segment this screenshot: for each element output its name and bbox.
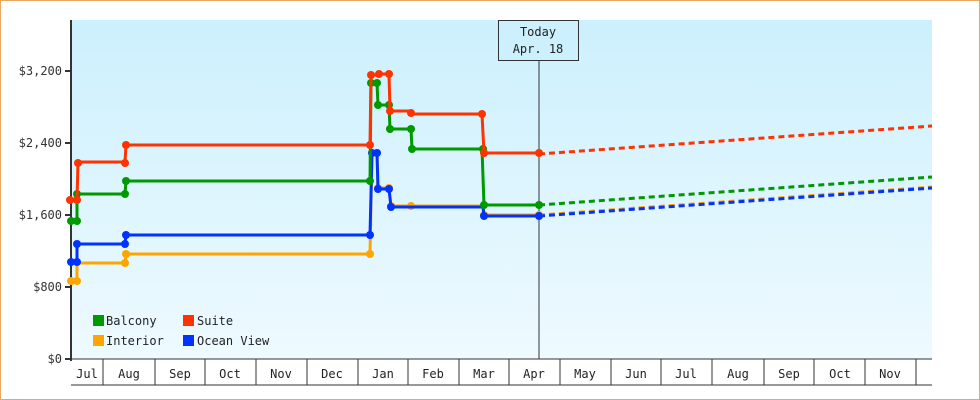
- month-label: May: [574, 367, 596, 381]
- legend-label: Suite: [197, 314, 233, 328]
- suite-projection: [538, 124, 933, 156]
- legend-item-suite[interactable]: Suite: [183, 314, 233, 328]
- legend-label: Balcony: [106, 314, 157, 328]
- month-axis: Jul Aug Sep Oct Nov Dec Jan Feb Mar Apr …: [71, 359, 932, 386]
- legend-item-balcony[interactable]: Balcony: [93, 314, 157, 328]
- today-marker: Today Apr. 18: [498, 20, 579, 359]
- month-label: Oct: [829, 367, 851, 381]
- month-label: Oct: [219, 367, 241, 381]
- y-ticks: $3,200 $2,400 $1,600 $800 $0: [19, 64, 71, 366]
- plot-area: [71, 20, 932, 359]
- today-label: Today: [520, 25, 556, 39]
- month-label: Feb: [422, 367, 444, 381]
- month-label: Jan: [372, 367, 394, 381]
- month-label: Apr: [523, 367, 545, 381]
- month-label: Jun: [625, 367, 647, 381]
- y-tick-label: $800: [33, 280, 62, 294]
- month-label: Sep: [778, 367, 800, 381]
- legend: Balcony Suite Interior Ocean View: [93, 314, 270, 348]
- today-date-label: Apr. 18: [513, 42, 564, 56]
- series-suite: [66, 70, 543, 204]
- ocean-view-projection: [538, 186, 933, 218]
- interior-swatch-icon: [93, 335, 104, 346]
- y-tick-label: $0: [48, 352, 62, 366]
- month-label: Aug: [118, 367, 140, 381]
- suite-swatch-icon: [183, 315, 194, 326]
- y-tick-label: $3,200: [19, 64, 62, 78]
- legend-item-interior[interactable]: Interior: [93, 334, 164, 348]
- month-label: Jul: [76, 367, 98, 381]
- projection-lines: [538, 124, 933, 218]
- month-label: Nov: [879, 367, 901, 381]
- month-label: Dec: [321, 367, 343, 381]
- balcony-projection: [538, 175, 933, 207]
- month-label: Jul: [675, 367, 697, 381]
- month-label: Nov: [270, 367, 292, 381]
- y-tick-label: $2,400: [19, 136, 62, 150]
- legend-item-ocean-view[interactable]: Ocean View: [183, 334, 270, 348]
- balcony-swatch-icon: [93, 315, 104, 326]
- month-label: Mar: [473, 367, 495, 381]
- month-label: Sep: [169, 367, 191, 381]
- legend-label: Ocean View: [197, 334, 270, 348]
- legend-label: Interior: [106, 334, 164, 348]
- month-label: Aug: [727, 367, 749, 381]
- ocean-view-swatch-icon: [183, 335, 194, 346]
- y-tick-label: $1,600: [19, 208, 62, 222]
